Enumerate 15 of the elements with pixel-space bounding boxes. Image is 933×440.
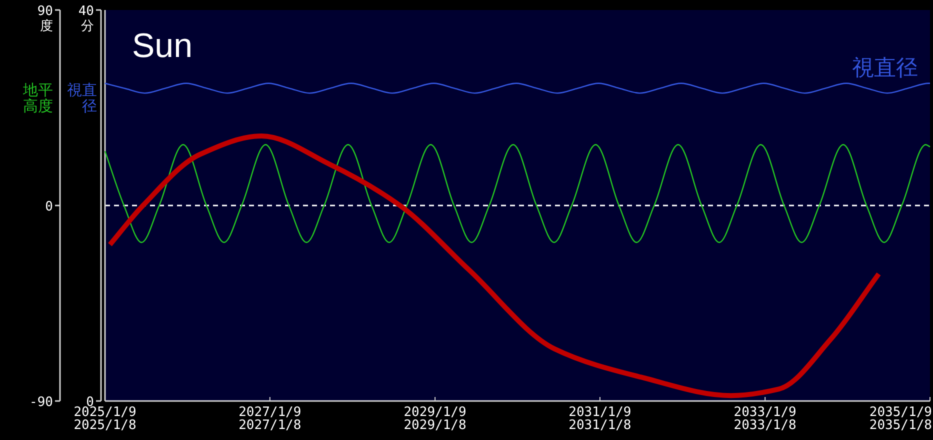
x-tick-label: 2033/1/9 2033/1/8 xyxy=(734,405,796,433)
y-tick-label: 90 xyxy=(37,4,53,19)
x-tick-label: 2035/1/9 2035/1/8 xyxy=(869,405,932,433)
text: 度 xyxy=(40,18,53,34)
y-axis-title: 地平高度 xyxy=(22,81,53,115)
x-tick-label: 2027/1/9 2027/1/8 xyxy=(238,405,302,433)
x-tick-label: 2031/1/9 2031/1/8 xyxy=(568,405,632,433)
x-tick-label: 2029/1/9 2029/1/8 xyxy=(404,405,466,433)
y-tick-label: -90 xyxy=(30,395,53,410)
text: 分 xyxy=(81,19,94,34)
y2-tick-label: 40 xyxy=(78,4,94,19)
y2-axis-title: 視直径 xyxy=(67,81,97,115)
text: Sun xyxy=(132,27,192,65)
y-tick-label: 0 xyxy=(45,200,53,214)
series-label: 視直径 xyxy=(852,55,918,80)
